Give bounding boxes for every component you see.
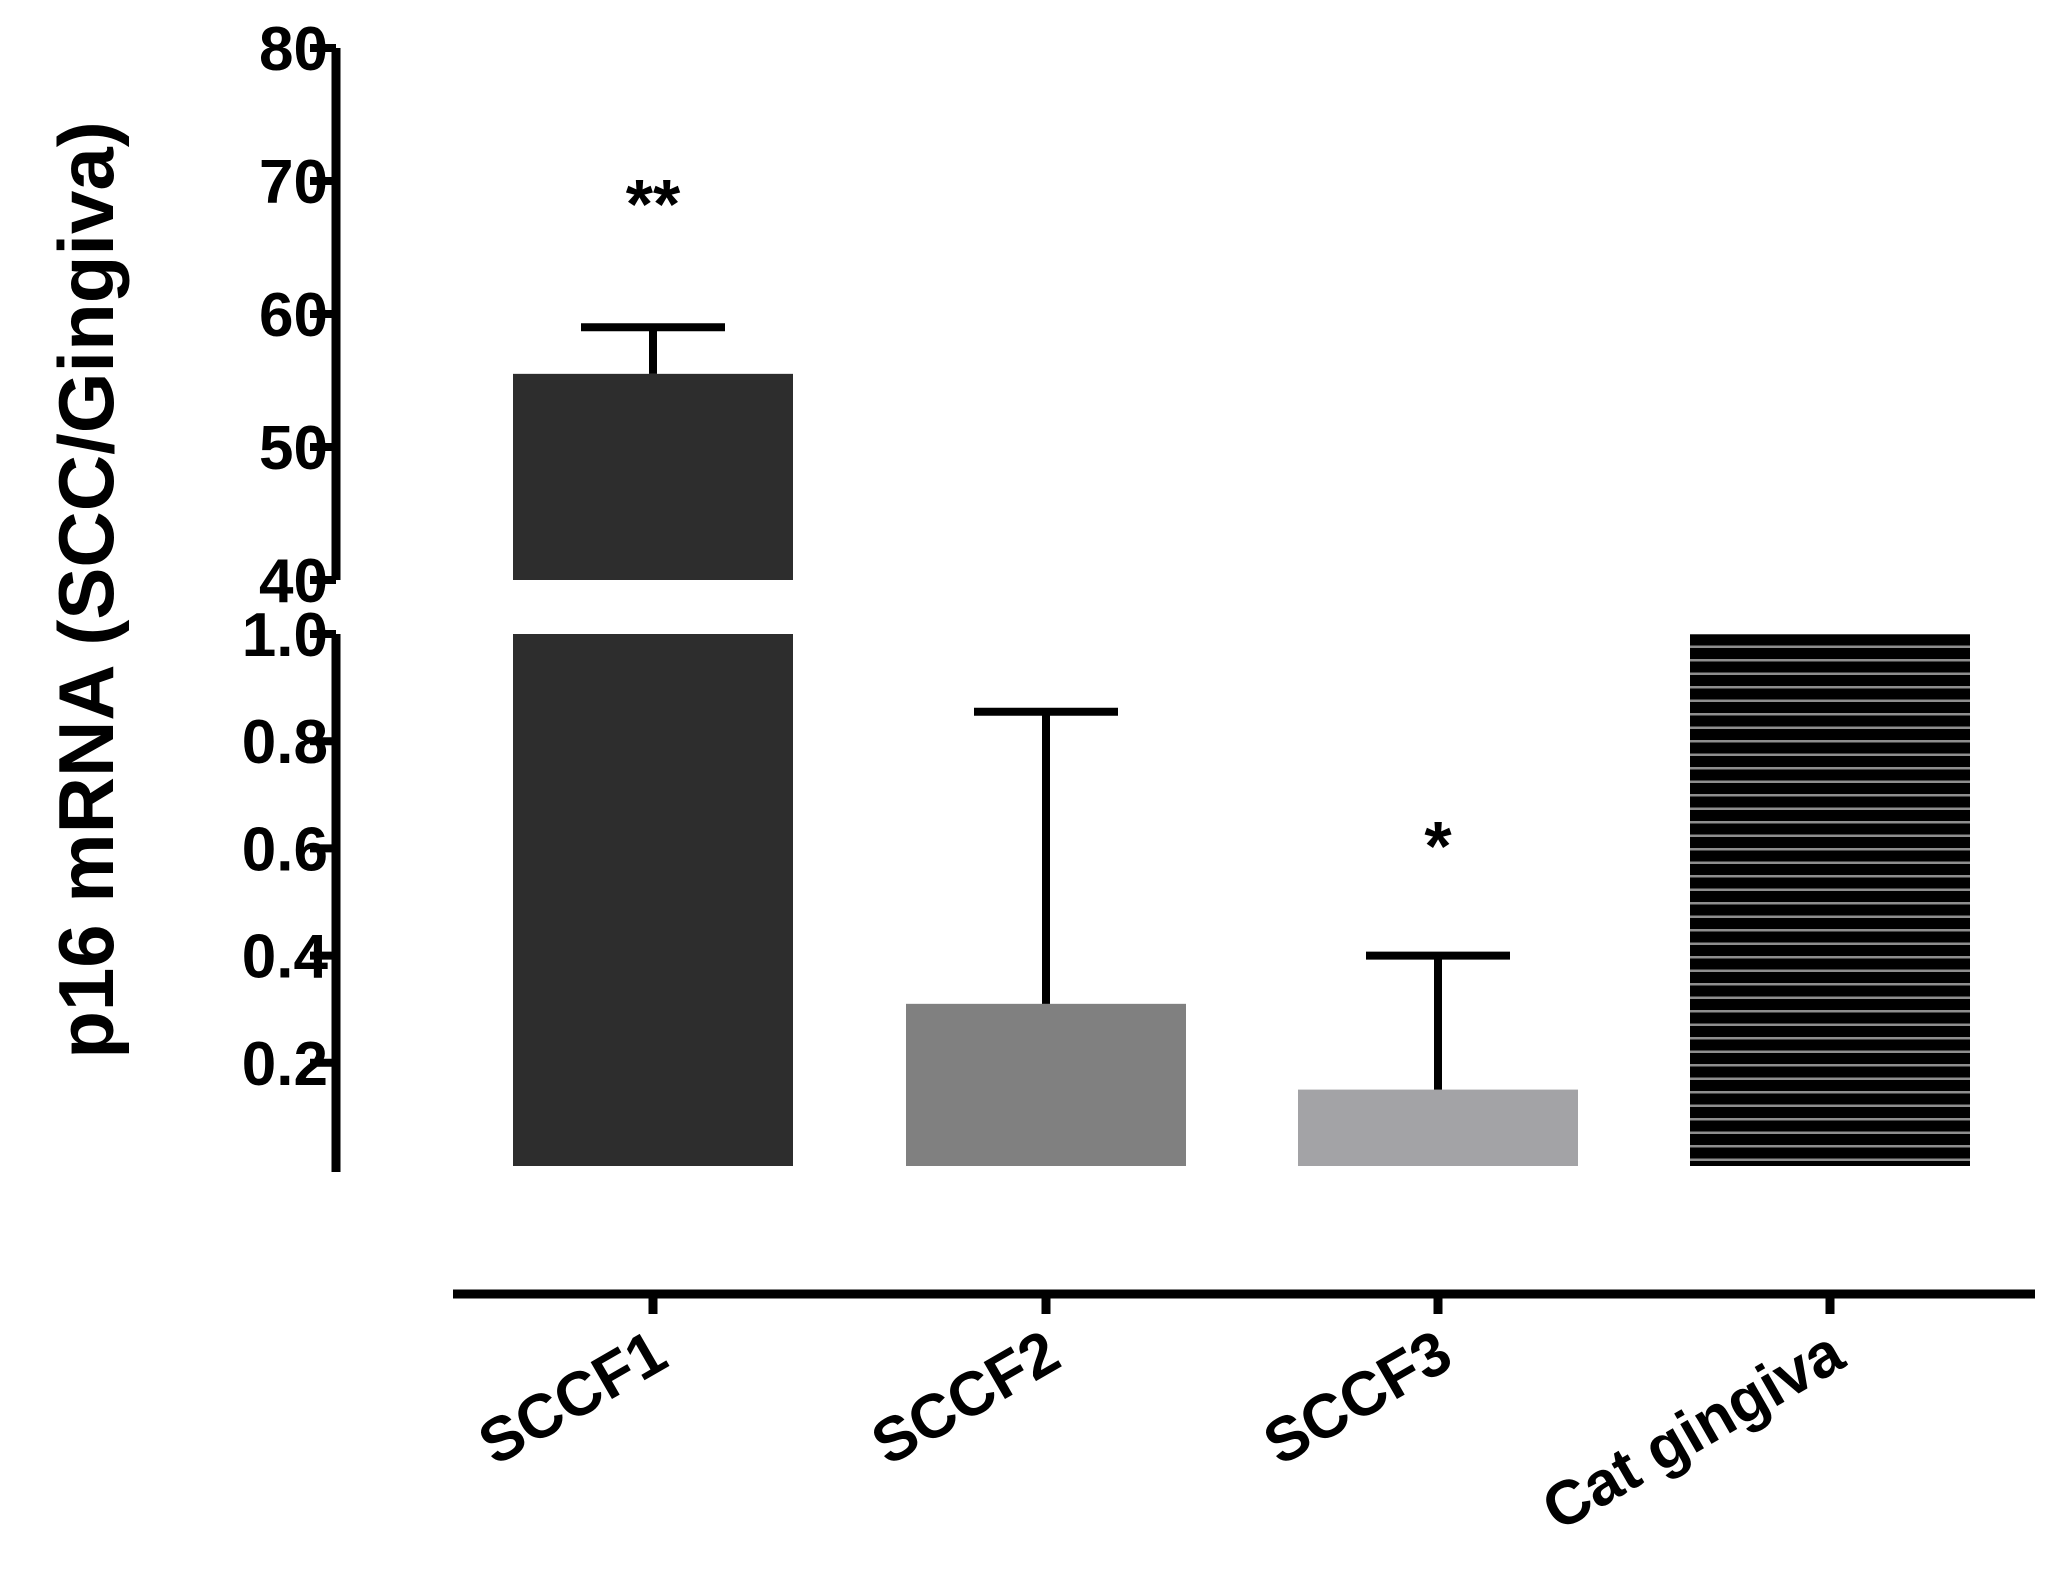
y-tick-label-lower: 0.8 (242, 708, 328, 777)
x-tick-label-sccf2: SCCF2 (860, 1317, 1071, 1478)
significance-sccf1: ** (626, 165, 681, 243)
x-tick-label-cat-gingiva: Cat gingiva (1531, 1317, 1855, 1544)
bar-cat-gingiva (1690, 634, 1970, 1166)
bar-sccf1-lower (513, 634, 793, 1166)
x-tick-label-sccf3: SCCF3 (1252, 1317, 1463, 1478)
x-tick-label-sccf1: SCCF1 (467, 1317, 678, 1478)
y-tick-label-upper: 70 (259, 148, 328, 217)
bar-sccf2 (906, 1003, 1186, 1166)
bar-sccf1-upper (513, 373, 793, 580)
y-tick-label-lower: 0.2 (242, 1030, 328, 1099)
y-axis-label: p16 mRNA (SCC/Gingiva) (42, 121, 130, 1059)
y-tick-label-upper: 50 (259, 414, 328, 483)
y-tick-label-upper: 60 (259, 281, 328, 350)
y-tick-label-lower: 0.6 (242, 815, 328, 884)
y-tick-label-lower: 0.4 (242, 923, 329, 992)
significance-sccf3: * (1424, 807, 1452, 885)
y-tick-label-upper: 40 (259, 547, 328, 616)
y-tick-label-upper: 80 (259, 15, 328, 84)
bar-sccf3 (1298, 1089, 1578, 1166)
y-tick-label-lower: 1.0 (242, 601, 328, 670)
